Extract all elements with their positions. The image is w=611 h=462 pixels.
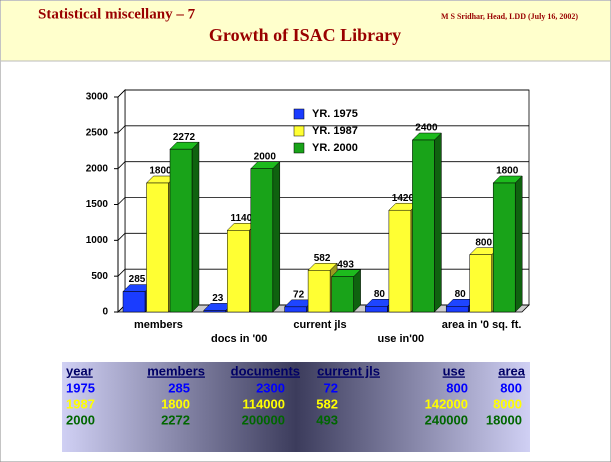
table-cell: 8000: [493, 396, 522, 411]
data-label: 23: [212, 293, 224, 304]
table-cell: 142000: [425, 396, 468, 411]
data-label: 800: [475, 237, 492, 248]
x-tick-label: current jls: [293, 319, 346, 331]
data-label: 582: [314, 253, 331, 264]
bar: [146, 182, 169, 313]
table-cell: 285: [168, 380, 190, 395]
bar: [388, 209, 412, 313]
column-header: area: [498, 363, 526, 378]
table-cell: 72: [324, 380, 338, 395]
table-bg: [62, 362, 530, 452]
data-label: 72: [293, 289, 305, 300]
data-label: 2000: [254, 151, 277, 162]
slide-title: Statistical miscellany – 7: [38, 6, 196, 22]
table-cell: 493: [316, 412, 338, 427]
author: M S Sridhar, Head, LDD (July 16, 2002): [441, 12, 578, 21]
data-label: 2400: [415, 123, 438, 134]
grid-line: [117, 197, 529, 205]
table-cell: 2300: [256, 380, 285, 395]
column-header: documents: [231, 363, 300, 378]
bar: [250, 168, 274, 313]
y-tick-label: 0: [102, 307, 108, 318]
column-header: members: [147, 363, 205, 378]
table-cell: 1800: [161, 396, 190, 411]
table-cell: 582: [316, 396, 338, 411]
column-header: year: [66, 363, 93, 378]
grid-line: [117, 125, 529, 134]
legend-label: YR. 1987: [312, 125, 358, 137]
y-tick-label: 500: [91, 271, 108, 282]
bar-side: [353, 269, 361, 313]
data-label: 1800: [149, 166, 172, 177]
bar: [203, 310, 227, 313]
data-label: 80: [374, 289, 386, 300]
legend-label: YR. 1975: [312, 108, 358, 120]
bar: [492, 182, 516, 313]
column-header: use: [443, 363, 465, 378]
x-tick-label: docs in '00: [211, 333, 267, 345]
table-cell: 200000: [242, 412, 285, 427]
table-cell: 800: [446, 380, 468, 395]
table-cell: 240000: [425, 412, 468, 427]
bar: [122, 291, 146, 313]
table-cell: 114000: [242, 396, 285, 411]
table-cell: 800: [500, 380, 522, 395]
x-tick-label: use in'00: [377, 333, 424, 345]
legend-swatch: [293, 125, 305, 137]
data-label: 1420: [392, 193, 415, 204]
x-tick-label: area in '0 sq. ft.: [442, 319, 522, 331]
table-cell: 1975: [66, 380, 95, 395]
data-label: 285: [129, 274, 146, 285]
y-tick-label: 1500: [86, 199, 109, 210]
table-cell: 2272: [161, 412, 190, 427]
bar: [169, 148, 193, 313]
grid-line: [117, 89, 529, 98]
bar-side: [514, 175, 523, 313]
grid-line: [117, 161, 529, 169]
data-label: 493: [337, 259, 354, 270]
bar: [227, 230, 250, 313]
legend-swatch: [293, 108, 305, 120]
y-tick-label: 1000: [86, 235, 109, 246]
table: year members documents current jls use are…: [66, 363, 526, 427]
bar-side: [272, 161, 281, 313]
data-label: 1140: [230, 213, 252, 224]
legend-label: YR. 2000: [312, 142, 358, 154]
bar: [412, 139, 435, 313]
bar: [307, 270, 331, 313]
bar: [469, 254, 492, 313]
bar-side: [434, 132, 442, 313]
table-cell: 18000: [486, 412, 522, 427]
y-tick-label: 2000: [86, 163, 109, 174]
bar: [284, 306, 307, 313]
x-tick-label: members: [134, 319, 183, 331]
subtitle: Growth of ISAC Library: [209, 25, 401, 45]
data-label: 2272: [173, 132, 196, 143]
bar: [365, 306, 388, 313]
chart: 0 500 1000 1500 2000 2500 3000 285 1800 2272 membe…: [86, 89, 530, 345]
header-band: [1, 1, 610, 61]
legend-swatch: [293, 142, 305, 154]
bar-side: [191, 141, 200, 313]
column-header: current jls: [317, 363, 380, 378]
table-cell: 2000: [66, 412, 95, 427]
y-tick-label: 3000: [86, 92, 109, 103]
bar: [445, 306, 469, 313]
y-tick-label: 2500: [86, 127, 109, 138]
data-label: 80: [455, 289, 467, 300]
table-cell: 1987: [66, 396, 95, 411]
data-label: 1800: [496, 166, 519, 177]
bar: [331, 276, 354, 313]
